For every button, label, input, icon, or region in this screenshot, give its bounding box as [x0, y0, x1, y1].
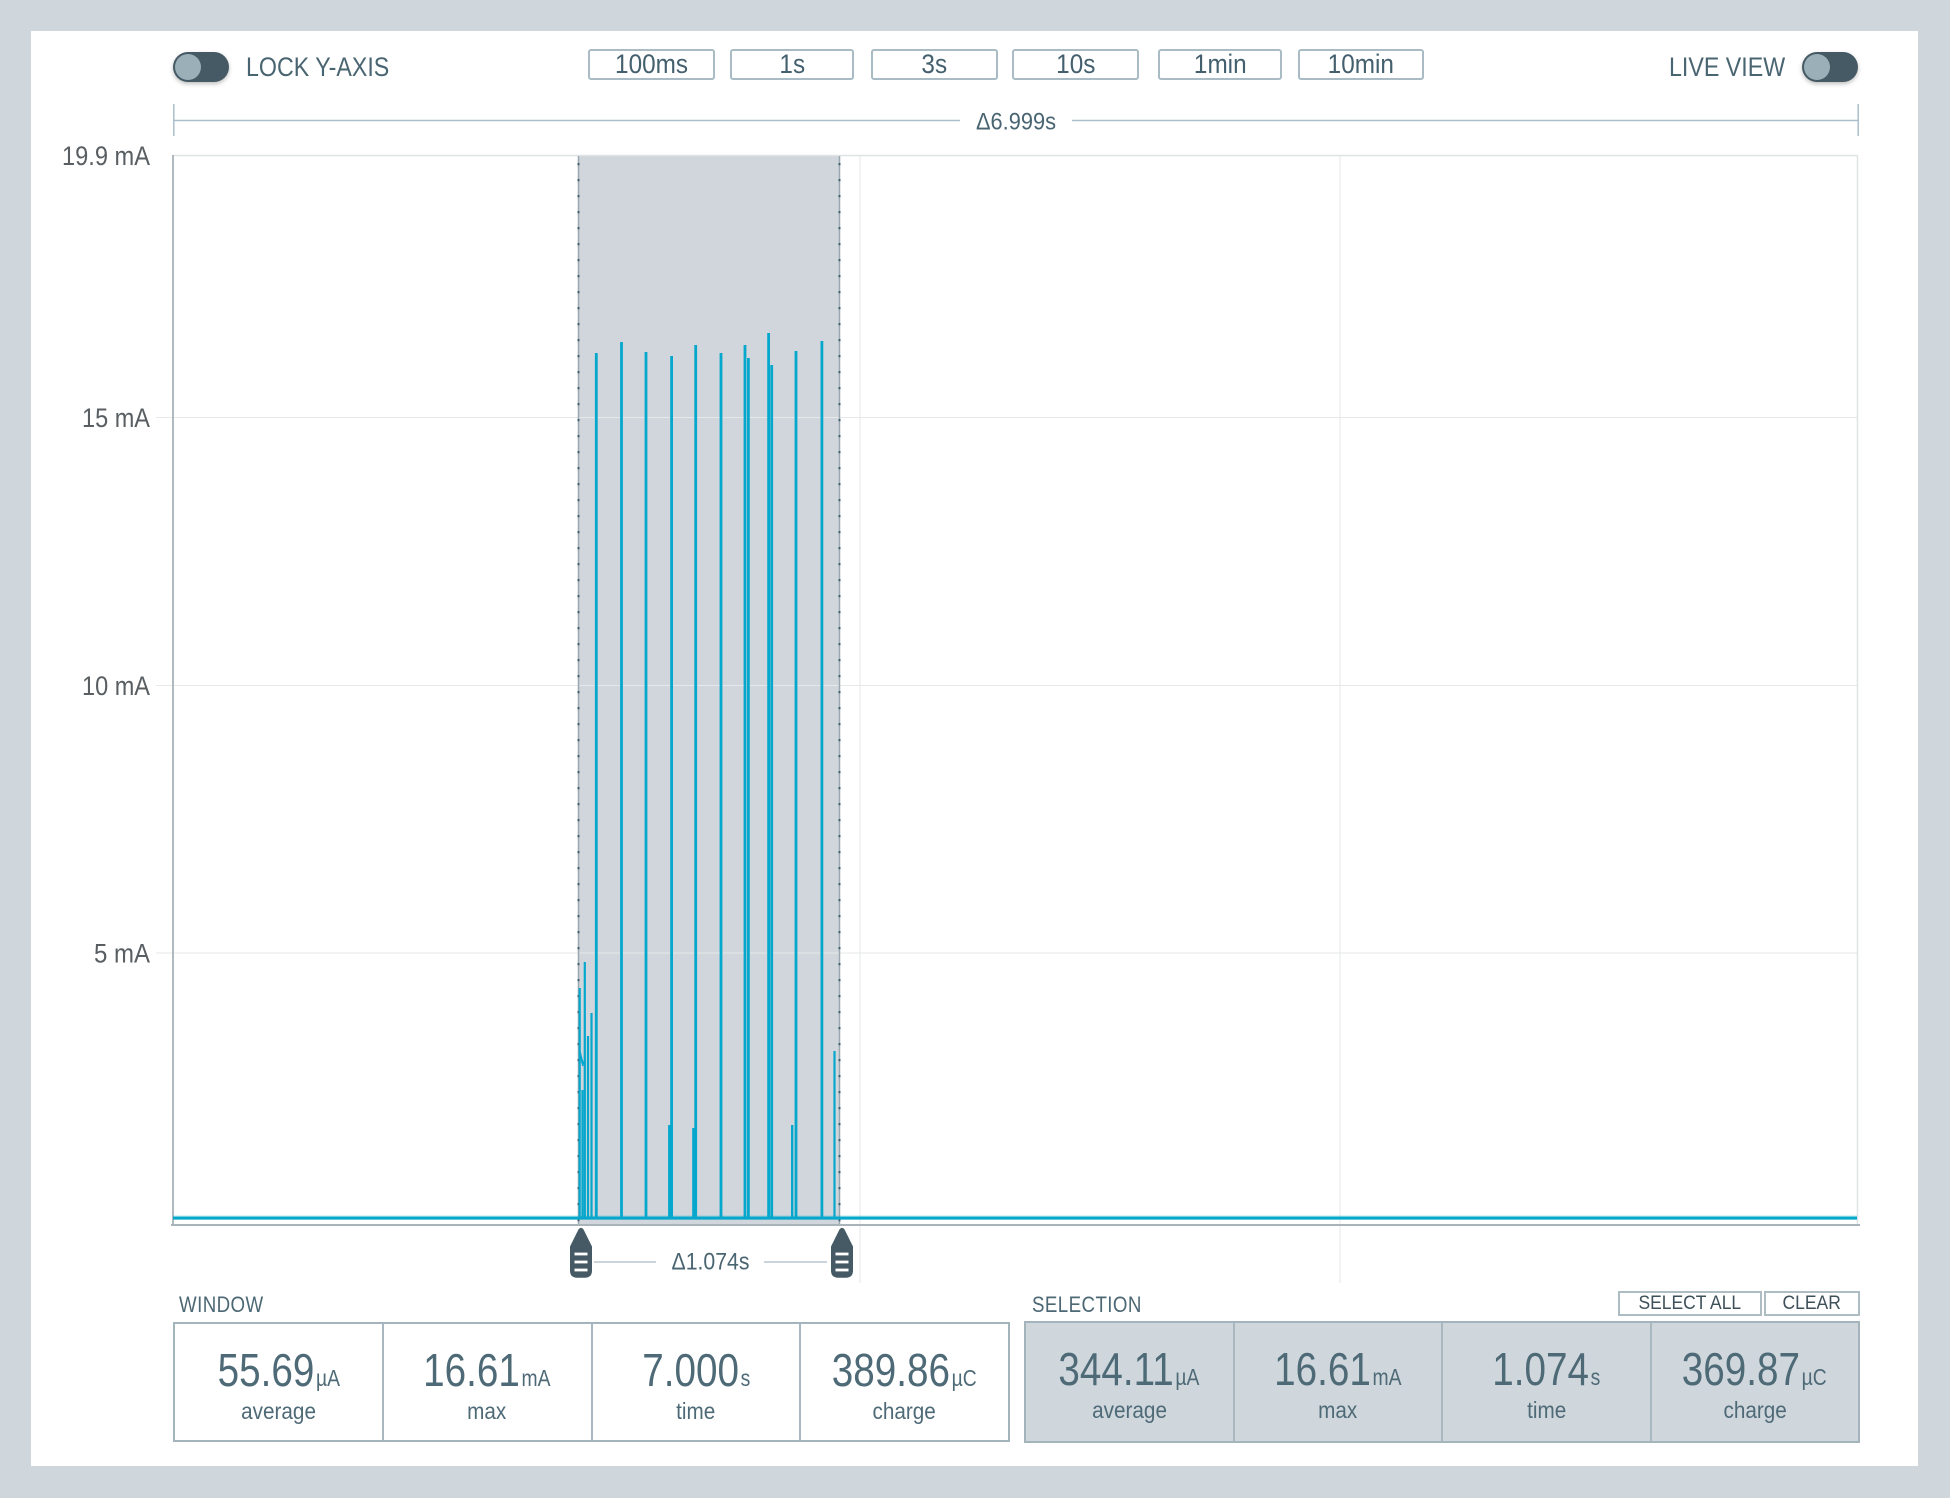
svg-text:Δ6.999s: Δ6.999s	[976, 109, 1056, 136]
svg-text:10 mA: 10 mA	[82, 671, 150, 701]
svg-text:5 mA: 5 mA	[94, 939, 150, 969]
svg-text:Δ1.074s: Δ1.074s	[672, 1249, 750, 1276]
svg-text:15 mA: 15 mA	[82, 403, 150, 433]
svg-text:19.9 mA: 19.9 mA	[62, 141, 150, 171]
